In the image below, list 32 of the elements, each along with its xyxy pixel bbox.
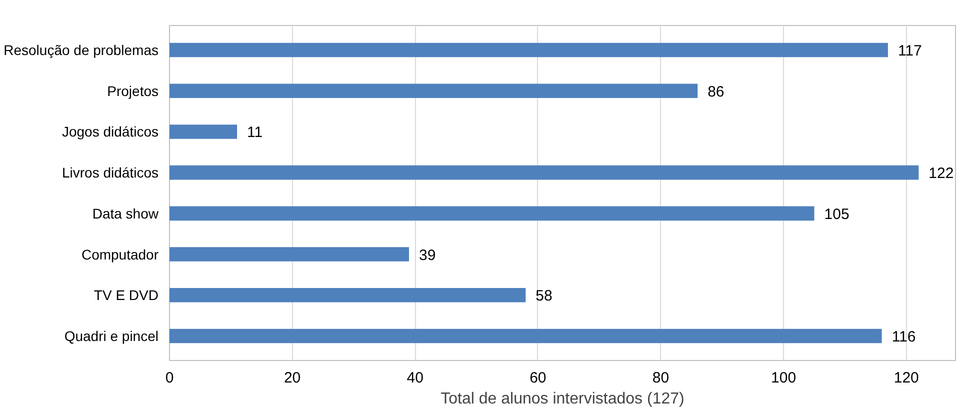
- data-label: 58: [536, 288, 552, 305]
- bar: [170, 247, 409, 262]
- x-tick-label: 120: [894, 370, 919, 386]
- x-tick-label: 80: [652, 370, 670, 386]
- x-axis-title: Total de alunos intervistados (127): [440, 390, 684, 408]
- y-tick-label: Projetos: [107, 82, 158, 99]
- x-tick-label: 40: [406, 370, 424, 386]
- x-tick-label: 60: [530, 370, 546, 386]
- x-tick-label: 0: [165, 370, 174, 386]
- data-label: 117: [898, 42, 922, 60]
- y-tick-label: Resolução de problemas: [4, 42, 159, 58]
- data-label: 39: [418, 246, 436, 264]
- y-tick-label: Data show: [92, 205, 160, 222]
- y-tick-label: Livros didáticos: [62, 164, 159, 181]
- y-tick-label: Jogos didáticos: [62, 124, 159, 140]
- x-tick-label: 20: [284, 370, 301, 386]
- y-tick-label: Computador: [81, 246, 159, 262]
- data-label: 105: [824, 206, 850, 223]
- y-tick-label: TV E DVD: [94, 287, 159, 304]
- bar: [170, 206, 814, 221]
- data-label: 86: [708, 83, 724, 100]
- data-label: 11: [247, 124, 263, 142]
- bar: [170, 42, 888, 58]
- data-label: 122: [928, 165, 954, 182]
- bar: [170, 328, 882, 344]
- x-tick-label: 100: [771, 370, 796, 386]
- bar: [170, 288, 526, 302]
- bar: [170, 165, 919, 180]
- bar: [170, 124, 238, 139]
- data-label: 116: [892, 328, 916, 346]
- bar: [170, 84, 698, 98]
- y-tick-label: Quadri e pincel: [64, 328, 159, 344]
